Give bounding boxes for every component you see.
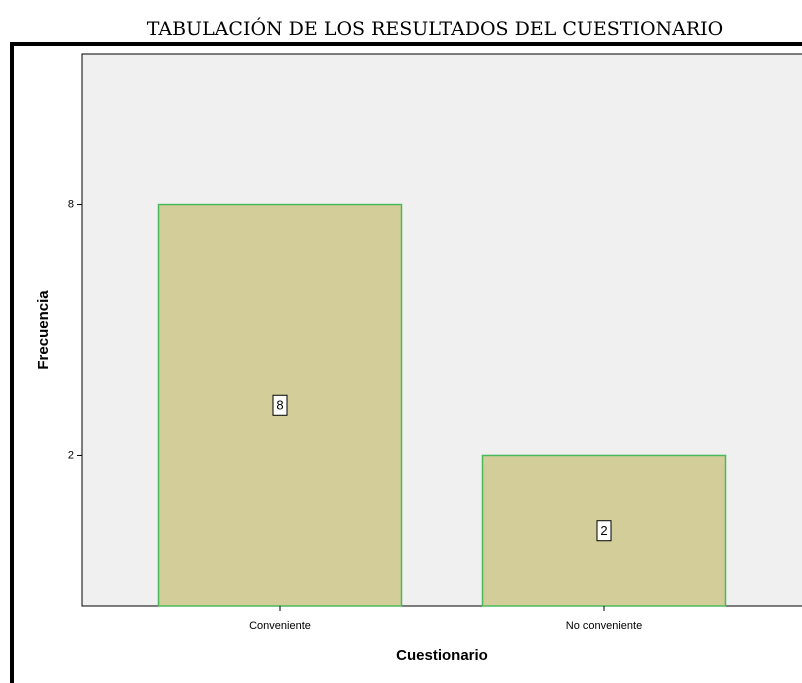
x-axis-label: Cuestionario	[396, 647, 488, 664]
chart-title: TABULACIÓN DE LOS RESULTADOS DEL CUESTIO…	[147, 17, 724, 40]
y-axis-label: Frecuencia	[35, 290, 52, 370]
y-tick-label: 2	[68, 449, 74, 461]
x-tick-label: Conveniente	[249, 620, 311, 632]
value-label-box	[596, 520, 612, 542]
value-label-box	[272, 394, 288, 416]
y-tick-label: 8	[68, 198, 74, 210]
x-tick-label: No conveniente	[566, 620, 642, 632]
value-label: 2	[600, 523, 607, 538]
value-label: 8	[276, 398, 283, 413]
